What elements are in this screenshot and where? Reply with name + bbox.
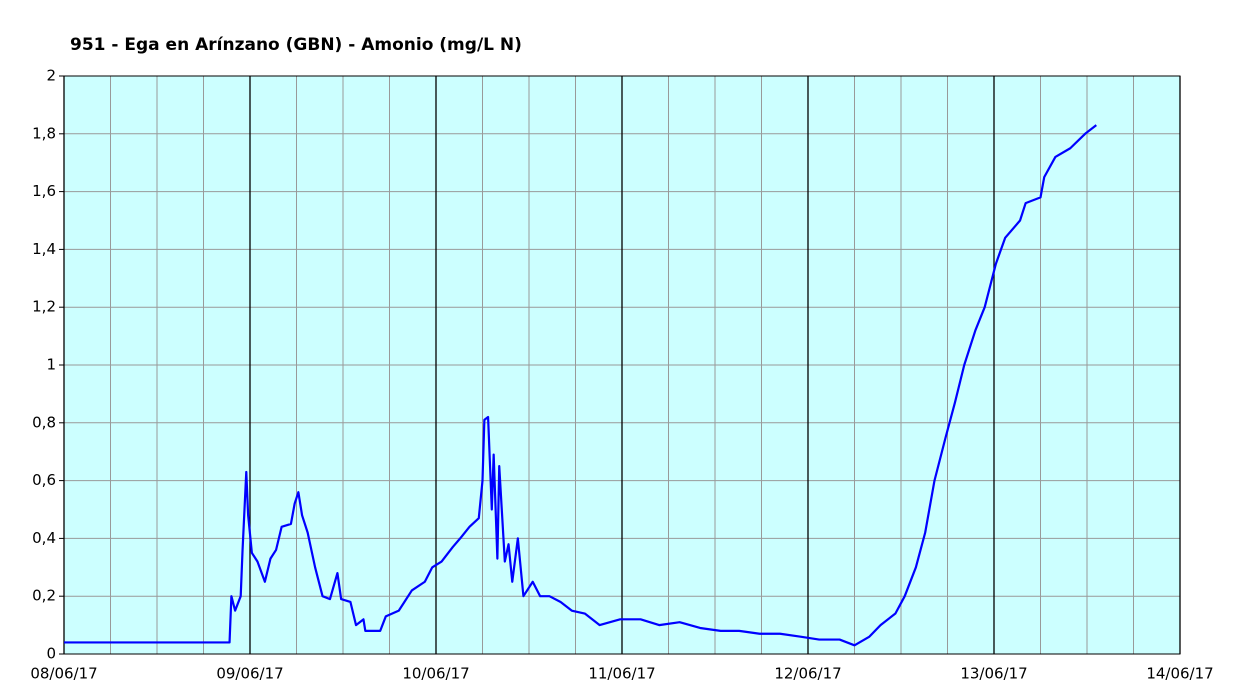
y-tick-label: 0,6: [32, 471, 56, 489]
data-line: [64, 124, 1097, 647]
y-tick-label: 1,8: [32, 124, 56, 142]
y-tick-label: 1: [46, 356, 56, 374]
chart-title: 951 - Ega en Arínzano (GBN) - Amonio (mg…: [70, 35, 522, 55]
x-tick-label: 14/06/17: [1146, 665, 1213, 683]
y-tick-label: 0,4: [32, 529, 56, 547]
y-tick-label: 1,2: [32, 298, 56, 316]
x-tick-label: 10/06/17: [402, 665, 469, 683]
x-tick-label: 12/06/17: [774, 665, 841, 683]
x-tick-label: 13/06/17: [960, 665, 1027, 683]
x-tick-label: 11/06/17: [588, 665, 655, 683]
x-tick-label: 08/06/17: [30, 665, 97, 683]
y-tick-label: 2: [46, 67, 56, 85]
y-tick-label: 0,8: [32, 413, 56, 431]
x-tick-label: 09/06/17: [216, 665, 283, 683]
y-tick-label: 1,4: [32, 240, 56, 258]
plot-border: [63, 75, 1181, 655]
y-tick-label: 0: [46, 645, 56, 663]
y-tick-label: 0,2: [32, 587, 56, 605]
y-tick-label: 1,6: [32, 182, 56, 200]
